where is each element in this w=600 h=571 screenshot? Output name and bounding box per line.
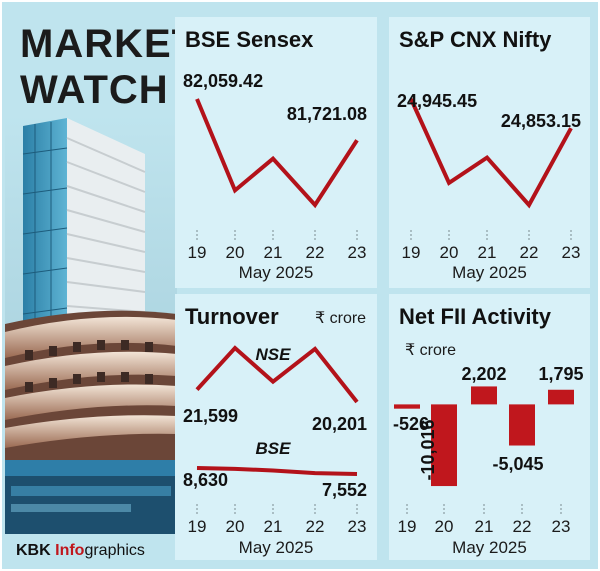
- x-tick-label: 20: [440, 243, 459, 262]
- bar-value-label: 2,202: [461, 364, 506, 384]
- data-label: 8,630: [183, 470, 228, 490]
- unit-label: ₹ crore: [405, 342, 457, 359]
- x-axis-caption: May 2025: [452, 538, 527, 557]
- credit-info: Info: [55, 542, 85, 559]
- bar: [471, 386, 497, 405]
- x-tick-label: 19: [402, 243, 421, 262]
- x-tick-label: 19: [188, 243, 207, 262]
- panel-bse-sensex: BSE Sensex 82,059.42 81,721.08 19 20 21 22 23 …: [175, 17, 377, 288]
- nse-series-line: [195, 345, 359, 404]
- data-label: 24,853.15: [501, 111, 581, 131]
- data-label: 82,059.42: [183, 71, 263, 91]
- bar-value-label: -10,016: [418, 419, 438, 480]
- x-tick-label: 19: [188, 517, 207, 536]
- data-label: 7,552: [322, 480, 367, 500]
- bar: [394, 404, 420, 409]
- x-tick-label: 21: [478, 243, 497, 262]
- panel-title: Turnover: [185, 304, 279, 329]
- stock-exchange-building-illustration: [5, 114, 177, 534]
- bar: [431, 404, 457, 487]
- x-tick-label: 22: [306, 517, 325, 536]
- x-axis-caption: May 2025: [452, 263, 527, 282]
- panel-title: S&P CNX Nifty: [399, 27, 552, 52]
- series-label-bse: BSE: [256, 439, 292, 458]
- panel-turnover: Turnover ₹ crore NSE BSE 21,599 20,201 8,630…: [175, 294, 377, 560]
- x-tick-label: 21: [264, 243, 283, 262]
- bar-value-label: -5,045: [492, 454, 543, 474]
- series-label-nse: NSE: [256, 345, 292, 364]
- x-tick-label: 21: [264, 517, 283, 536]
- data-label: 20,201: [312, 414, 367, 434]
- turnover-line-chart: NSE BSE 21,599 20,201 8,630 7,552 19 20 21 22 23: [183, 345, 367, 536]
- bar-value-label: 1,795: [538, 364, 583, 384]
- x-tick-label: 20: [435, 517, 454, 536]
- data-label: 81,721.08: [287, 104, 367, 124]
- x-tick-label: 23: [348, 243, 367, 262]
- unit-label: ₹ crore: [315, 310, 367, 327]
- fii-bar-chart: -526-10,016 2,202 -5,045 1,795 19 20 21 22 23: [393, 364, 584, 536]
- credit-line: KBK Infographics: [16, 542, 145, 560]
- x-tick-label: 20: [226, 243, 245, 262]
- bar: [509, 404, 535, 446]
- panel-title: Net FII Activity: [399, 304, 551, 329]
- header-line-2: WATCH: [20, 68, 169, 112]
- x-axis-caption: May 2025: [238, 538, 314, 557]
- panel-net-fii: Net FII Activity ₹ crore -526 -10,016 2,20…: [389, 294, 590, 560]
- bse-series-line: [196, 466, 358, 476]
- x-tick-label: 22: [306, 243, 325, 262]
- bar: [548, 389, 574, 405]
- x-tick-label: 20: [226, 517, 245, 536]
- credit-brand: KBK: [16, 542, 51, 559]
- data-label: 21,599: [183, 406, 238, 426]
- credit-rest: graphics: [84, 542, 145, 559]
- header-line-1: MARKET: [20, 22, 198, 66]
- x-tick-label: 21: [475, 517, 494, 536]
- bar-value-label: -526: [393, 414, 429, 434]
- nifty-line-chart: 24,945.45 24,853.15 19 20 21 22 23: [397, 91, 581, 262]
- x-tick-label: 22: [513, 517, 532, 536]
- x-tick-label: 23: [348, 517, 367, 536]
- data-label: 24,945.45: [397, 91, 477, 111]
- x-tick-label: 19: [398, 517, 417, 536]
- panel-nifty: S&P CNX Nifty 24,945.45 24,853.15 19 20 21 22…: [389, 17, 590, 288]
- sensex-line-chart: 82,059.42 81,721.08 19 20 21 22 23: [183, 71, 367, 262]
- x-tick-label: 23: [562, 243, 581, 262]
- x-tick-label: 23: [552, 517, 571, 536]
- x-axis-caption: May 2025: [238, 263, 314, 282]
- x-tick-label: 22: [520, 243, 539, 262]
- panel-title: BSE Sensex: [185, 27, 314, 52]
